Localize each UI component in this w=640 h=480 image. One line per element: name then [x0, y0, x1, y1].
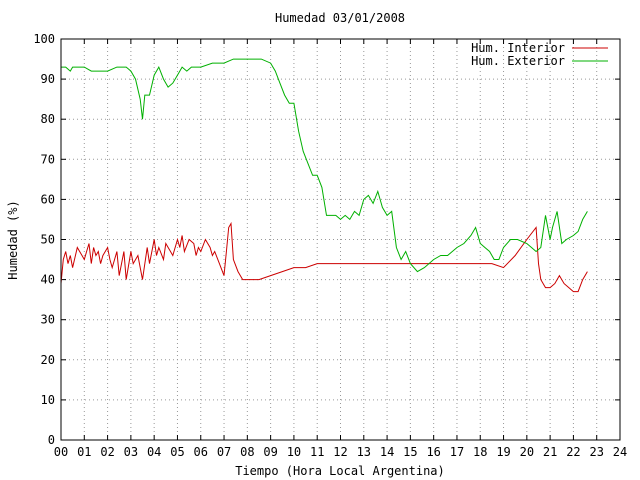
series-lines	[60, 58, 588, 293]
y-tick-label: 80	[41, 112, 55, 126]
x-tick-label: 19	[496, 445, 510, 459]
y-axis-ticks: 0 10 20 30 40 50 60 70 80 90 100	[33, 32, 620, 447]
x-tick-label: 01	[77, 445, 91, 459]
y-axis-label: Humedad (%)	[6, 200, 20, 279]
x-tick-label: 09	[263, 445, 277, 459]
x-tick-label: 17	[450, 445, 464, 459]
x-tick-label: 03	[124, 445, 138, 459]
x-tick-label: 15	[403, 445, 417, 459]
x-tick-label: 06	[194, 445, 208, 459]
y-tick-label: 60	[41, 192, 55, 206]
x-tick-label: 02	[100, 445, 114, 459]
y-tick-label: 90	[41, 72, 55, 86]
y-tick-label: 20	[41, 353, 55, 367]
legend-label-exterior: Hum. Exterior	[471, 54, 565, 68]
x-tick-label: 00	[54, 445, 68, 459]
x-tick-label: 10	[287, 445, 301, 459]
y-tick-label: 50	[41, 233, 55, 247]
x-tick-label: 24	[613, 445, 627, 459]
x-tick-label: 22	[566, 445, 580, 459]
legend-label-interior: Hum. Interior	[471, 41, 565, 55]
y-tick-label: 70	[41, 152, 55, 166]
chart-title: Humedad 03/01/2008	[275, 11, 405, 25]
x-tick-label: 21	[543, 445, 557, 459]
x-tick-label: 12	[333, 445, 347, 459]
x-tick-label: 18	[473, 445, 487, 459]
y-tick-label: 30	[41, 313, 55, 327]
x-tick-label: 14	[380, 445, 394, 459]
x-tick-label: 08	[240, 445, 254, 459]
x-axis-label: Tiempo (Hora Local Argentina)	[235, 464, 445, 478]
x-tick-label: 23	[589, 445, 603, 459]
plot-frame	[60, 38, 621, 441]
y-tick-label: 0	[48, 433, 55, 447]
x-axis-ticks: 00 01 02 03 04 05 06 07 08 09 10 11 12 13 14 15 16 17 18 19…	[54, 39, 627, 459]
y-tick-label: 100	[33, 32, 55, 46]
x-tick-label: 05	[170, 445, 184, 459]
x-tick-label: 11	[310, 445, 324, 459]
x-tick-label: 16	[426, 445, 440, 459]
x-tick-label: 07	[217, 445, 231, 459]
series-line-exterior	[61, 58, 588, 273]
y-tick-label: 40	[41, 273, 55, 287]
y-tick-label: 10	[41, 393, 55, 407]
x-tick-label: 13	[357, 445, 371, 459]
x-tick-label: 20	[520, 445, 534, 459]
legend: Hum. Interior Hum. Exterior	[471, 41, 608, 68]
series-line-interior	[60, 221, 588, 293]
x-tick-label: 04	[147, 445, 161, 459]
